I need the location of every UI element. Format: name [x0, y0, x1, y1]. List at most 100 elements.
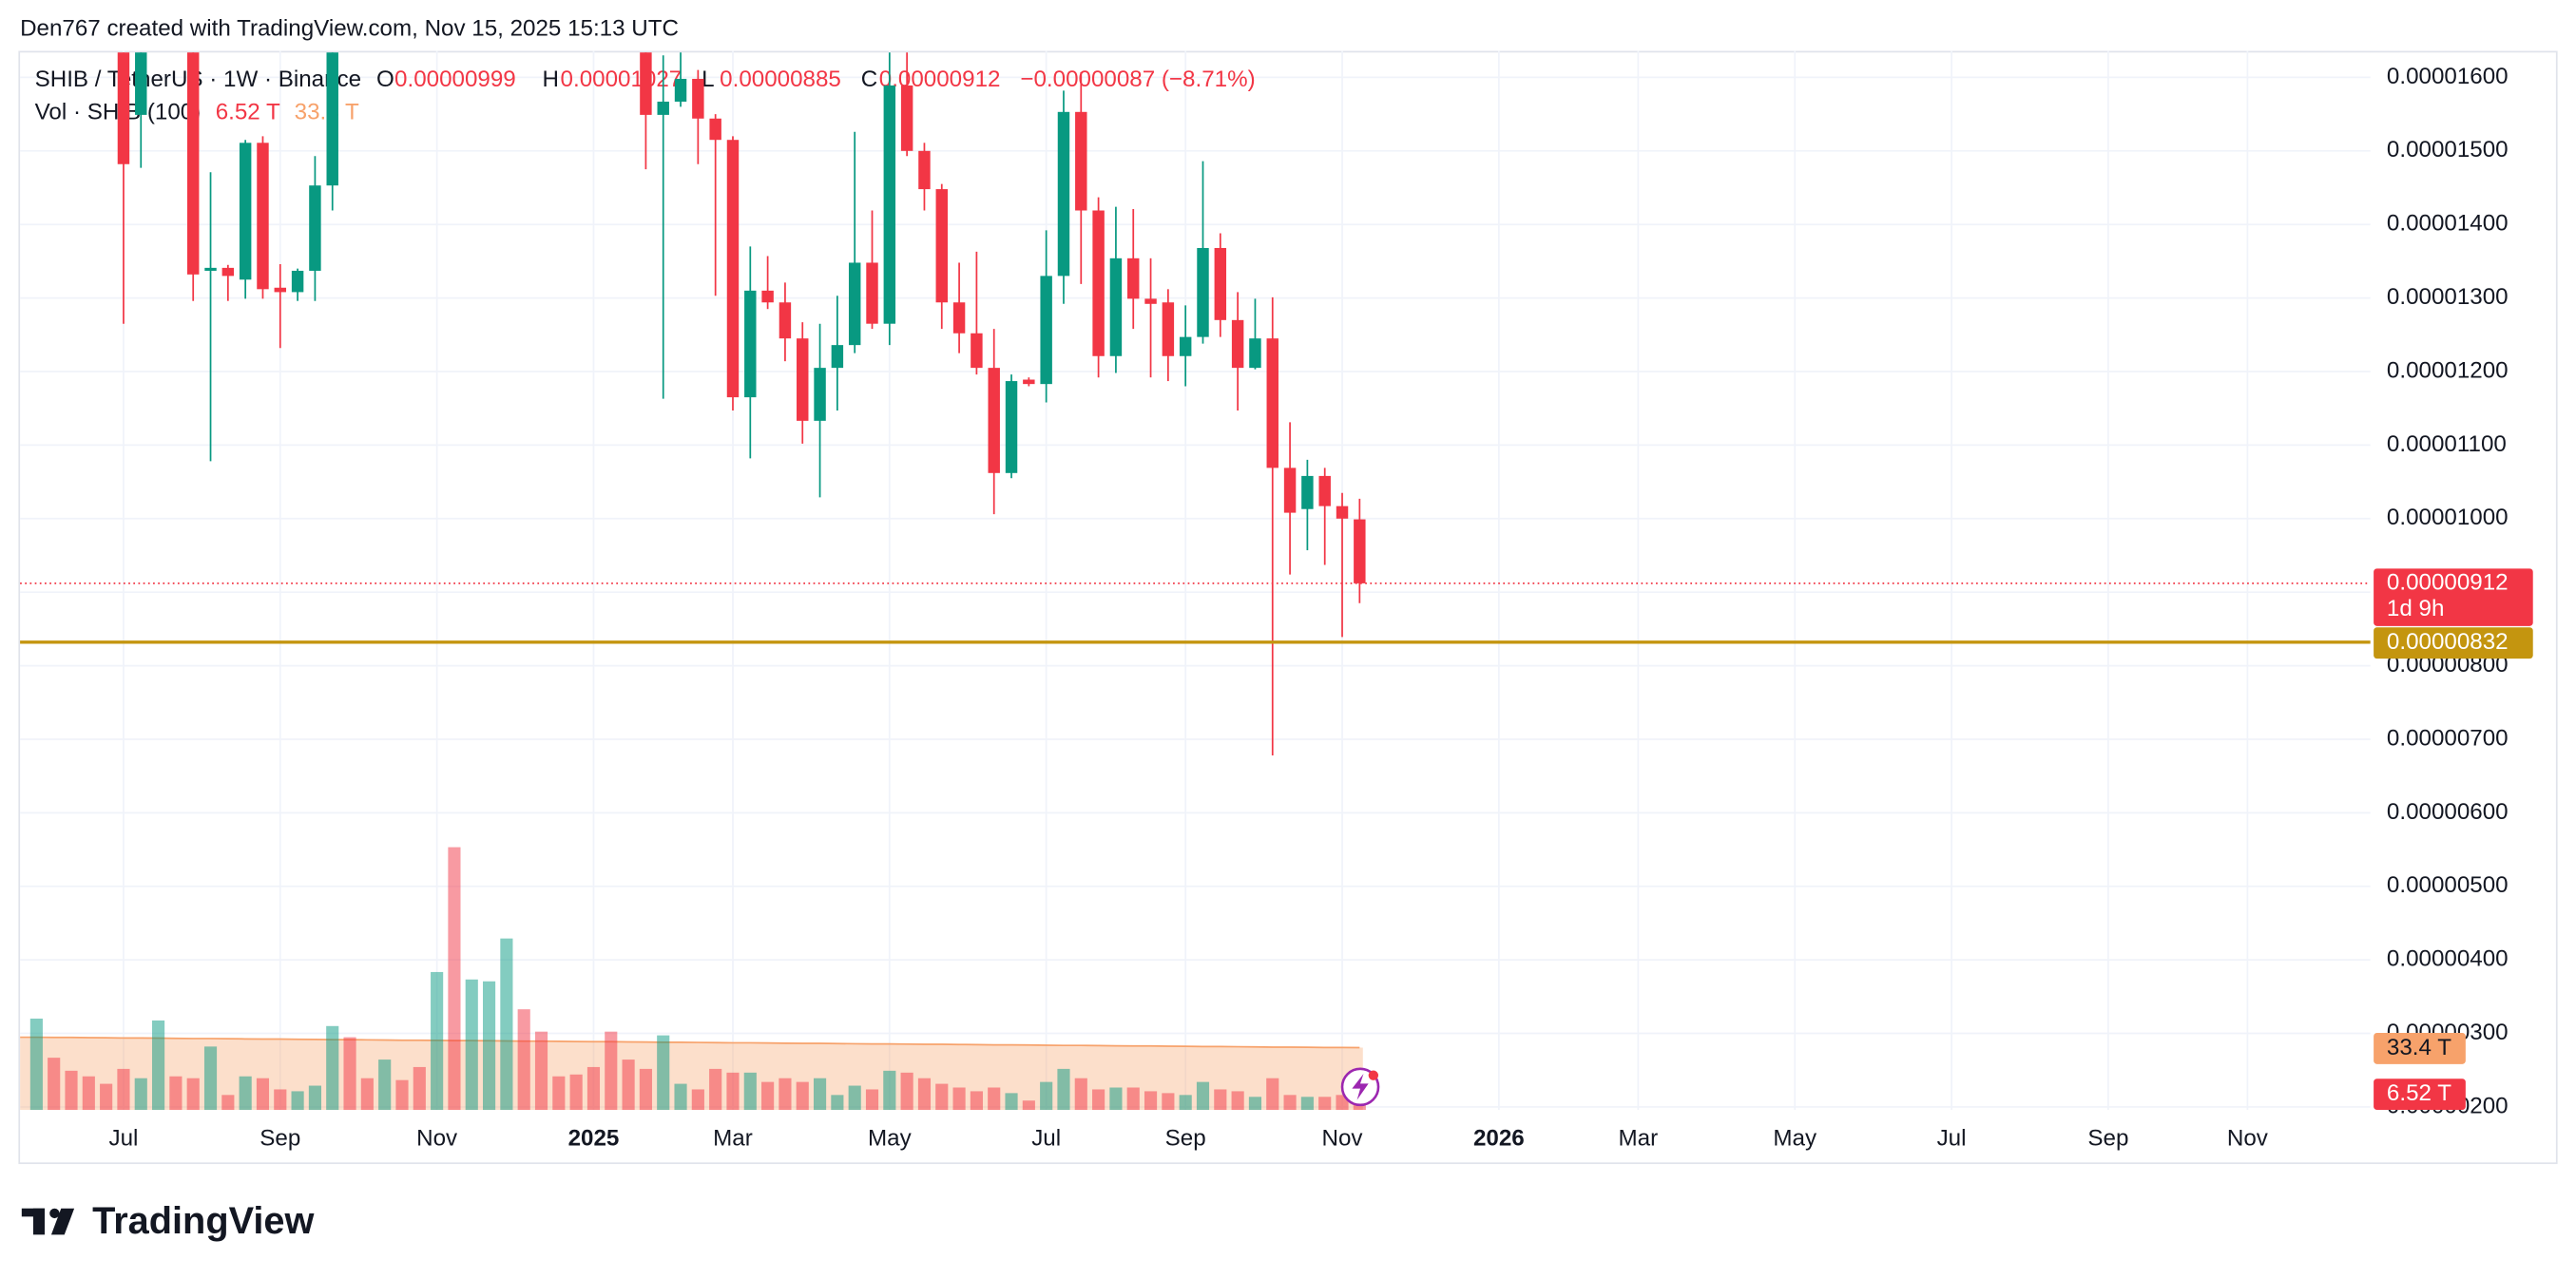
line-label-box	[2374, 627, 2533, 659]
candle-body	[744, 290, 757, 398]
y-tick-label: 0.00001000	[2387, 505, 2509, 530]
candle-body	[814, 368, 826, 421]
candle-body	[952, 302, 966, 334]
volume-ma-label: 33.4 T	[2387, 1035, 2451, 1060]
y-tick-label: 0.00001200	[2387, 357, 2509, 383]
x-tick-label: Mar	[1619, 1126, 1659, 1152]
legend-key: H	[543, 67, 559, 92]
candle-body	[1162, 302, 1175, 356]
price-countdown: 1d 9h	[2387, 596, 2445, 621]
volume-bar	[726, 1072, 740, 1111]
candle-body	[866, 262, 878, 324]
volume-bar	[691, 1089, 704, 1111]
y-tick-label: 0.00000500	[2387, 872, 2509, 898]
x-tick-label: Nov	[1322, 1126, 1363, 1152]
volume-bar	[1074, 1078, 1087, 1111]
candle-body	[1109, 258, 1123, 356]
volume-ma-label-box	[2374, 1032, 2466, 1064]
candle-body	[135, 52, 147, 115]
brand-name: TradingView	[92, 1200, 314, 1242]
x-tick-label: Nov	[2227, 1126, 2268, 1152]
y-tick-label: 0.00001400	[2387, 211, 2509, 237]
replay-icon[interactable]	[1340, 1067, 1380, 1107]
legend-value: 0.00000912	[879, 67, 1001, 92]
volume-bar	[952, 1087, 966, 1111]
volume-bar	[465, 979, 478, 1111]
candle-body	[239, 143, 252, 280]
candle-body	[1266, 338, 1278, 468]
volume-pane	[20, 847, 1366, 1111]
candle-body	[1057, 111, 1070, 277]
volume-bar	[483, 981, 496, 1111]
y-tick-label: 0.00001100	[2387, 431, 2507, 457]
candle-body	[1354, 519, 1366, 583]
volume-bar	[65, 1070, 78, 1111]
chart-frame	[18, 50, 2558, 1165]
volume-ma-area	[20, 1037, 1363, 1111]
volume-bar	[100, 1083, 113, 1111]
volume-bar	[586, 1066, 601, 1111]
candle-body	[117, 52, 130, 164]
candle-body	[1075, 111, 1087, 211]
legend-value: 0.00001027	[561, 67, 682, 92]
price-label-box	[2374, 568, 2533, 626]
x-tick-label: Nov	[416, 1126, 457, 1152]
volume-label-box	[2374, 1079, 2466, 1111]
x-tick-label: Jul	[1031, 1126, 1061, 1152]
volume-bar	[534, 1031, 548, 1111]
volume-bar	[203, 1046, 218, 1111]
x-tick-label: May	[1773, 1126, 1817, 1152]
candle-body	[309, 185, 321, 271]
volume-bar	[395, 1079, 409, 1111]
candle-body	[900, 85, 913, 151]
candle-body	[692, 78, 704, 119]
x-tick-label: 2025	[568, 1126, 620, 1152]
x-tick-label: May	[868, 1126, 913, 1152]
volume-bar	[431, 971, 444, 1111]
volume-bar	[1005, 1093, 1018, 1111]
volume-bar	[935, 1083, 949, 1111]
x-tick-label: Sep	[260, 1126, 300, 1152]
volume-bar	[831, 1095, 844, 1111]
candle-body	[971, 333, 983, 369]
y-tick-label: 0.00000600	[2387, 799, 2509, 825]
volume-bar	[82, 1076, 95, 1111]
volume-bar	[1214, 1089, 1227, 1111]
volume-bar	[326, 1025, 339, 1111]
volume-bar	[1144, 1091, 1158, 1111]
volume-bar	[1022, 1100, 1035, 1111]
volume-bar	[1300, 1097, 1314, 1111]
legend-change: −0.00000087 (−8.71%)	[1020, 67, 1255, 92]
candle-body	[726, 140, 740, 398]
y-tick-label: 0.00000700	[2387, 725, 2509, 751]
candle-body	[1040, 276, 1052, 385]
volume-bar	[552, 1076, 566, 1111]
x-tick-label: Jul	[1937, 1126, 1967, 1152]
volume-bar	[813, 1078, 827, 1111]
legend-key: L	[702, 67, 714, 92]
candle-body	[761, 290, 774, 303]
candle-body	[274, 287, 287, 293]
candle-body	[1249, 338, 1261, 369]
legend-key: C	[861, 67, 877, 92]
price-label: 0.00000912	[2387, 569, 2509, 595]
candle-body	[1144, 298, 1157, 304]
volume-bar	[186, 1078, 200, 1111]
volume-bar	[256, 1078, 270, 1111]
volume-bar	[605, 1031, 618, 1111]
candle-body	[1179, 336, 1192, 356]
candle-body	[1197, 247, 1209, 337]
volume-label: 6.52 T	[2387, 1080, 2451, 1106]
volume-bar	[1231, 1091, 1244, 1111]
volume-bar	[743, 1072, 757, 1111]
volume-bar	[639, 1068, 652, 1111]
y-tick-label: 0.00001600	[2387, 64, 2509, 89]
x-tick-label: Sep	[2087, 1126, 2128, 1152]
x-tick-label: Mar	[713, 1126, 753, 1152]
candle-body	[257, 143, 269, 290]
candles	[117, 52, 1366, 755]
volume-bar	[848, 1085, 861, 1111]
candle-body	[831, 345, 844, 369]
